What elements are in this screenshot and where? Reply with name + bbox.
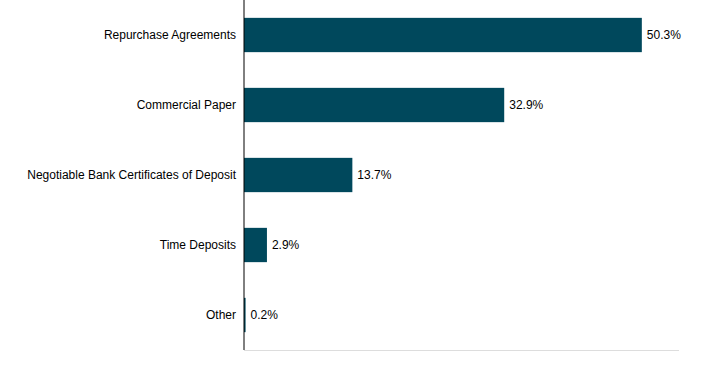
range-line xyxy=(244,350,679,351)
bar xyxy=(244,228,267,262)
chart: Repurchase Agreements 50.3% Commercial Pap… xyxy=(0,0,719,382)
category-label: Time Deposits xyxy=(160,238,236,252)
category-label: Repurchase Agreements xyxy=(104,28,236,42)
category-label: Commercial Paper xyxy=(137,98,236,112)
data-label: 2.9% xyxy=(272,238,300,252)
category-label: Negotiable Bank Certificates of Deposit xyxy=(27,168,236,182)
data-label: 32.9% xyxy=(509,98,543,112)
bar xyxy=(244,18,642,52)
data-label: 13.7% xyxy=(357,168,391,182)
bar xyxy=(244,158,352,192)
category-label: Other xyxy=(206,308,236,322)
bars xyxy=(244,18,642,332)
chart-container: Repurchase Agreements 50.3% Commercial Pap… xyxy=(0,0,719,382)
data-label: 50.3% xyxy=(647,28,681,42)
labels: Repurchase Agreements 50.3% Commercial Pap… xyxy=(27,28,681,322)
data-label: 0.2% xyxy=(251,308,279,322)
bar xyxy=(244,88,504,122)
axis-line xyxy=(244,0,245,350)
